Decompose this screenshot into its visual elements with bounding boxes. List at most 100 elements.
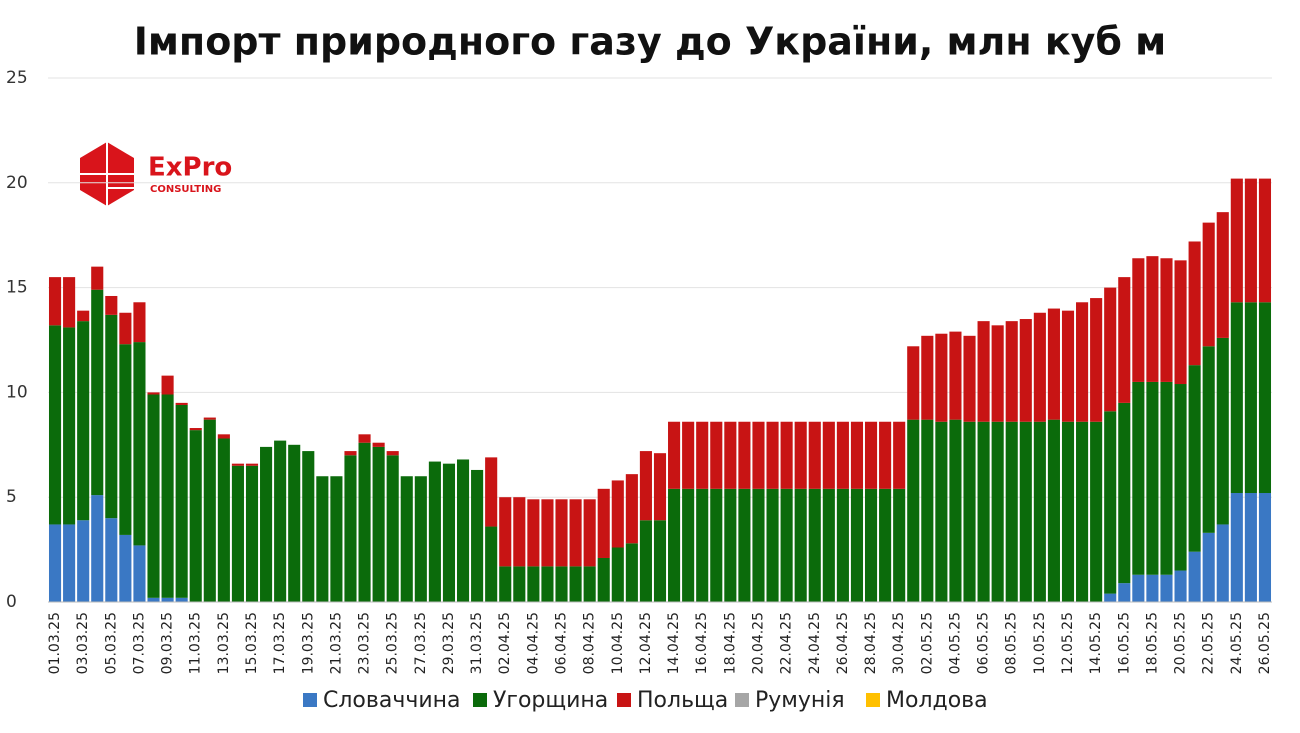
bar-segment: [1230, 493, 1243, 602]
x-tick-label: 16.05.25: [1116, 612, 1132, 674]
bar-segment: [653, 520, 667, 602]
bar-segment: [147, 597, 160, 602]
legend-swatch: [735, 693, 749, 707]
logo-name: ExPro: [148, 153, 232, 183]
bar-segment: [780, 488, 793, 602]
legend-swatch: [473, 693, 487, 707]
bar-segment: [1188, 365, 1201, 552]
chart-title: Імпорт природного газу до України, млн к…: [134, 20, 1167, 64]
bar-segment: [119, 312, 132, 345]
bar-segment: [555, 499, 568, 567]
bar-segment: [189, 428, 202, 431]
bar-segment: [260, 446, 273, 602]
bar-segment: [1244, 302, 1257, 494]
bar-segment: [1019, 319, 1032, 422]
bar-segment: [1146, 256, 1159, 382]
bar-segment: [555, 566, 568, 602]
bar-segment: [485, 526, 498, 602]
bar-segment: [1146, 381, 1159, 575]
bar-segment: [625, 543, 638, 602]
x-tick-label: 03.03.25: [75, 612, 91, 674]
bar-segment: [1132, 574, 1145, 602]
bar-segment: [850, 421, 864, 489]
bar-segment: [288, 444, 301, 602]
bar-segment: [949, 419, 962, 602]
bar-segment: [1033, 421, 1046, 602]
bar-segment: [386, 451, 399, 456]
x-tick-label: 14.05.25: [1088, 612, 1104, 674]
legend-label: Молдова: [886, 688, 988, 713]
bar-segment: [63, 277, 76, 328]
x-tick-label: 12.05.25: [1060, 612, 1076, 674]
bar-segment: [583, 566, 596, 602]
bar-segment: [879, 488, 892, 602]
x-tick-label: 23.03.25: [357, 612, 373, 674]
bar-segment: [1258, 493, 1272, 602]
bar-segment: [668, 488, 681, 602]
bar-segment: [597, 557, 610, 602]
bar-segment: [203, 419, 216, 602]
bar-segment: [963, 335, 976, 422]
bar-segment: [499, 566, 512, 602]
bar-segment: [653, 453, 667, 521]
bar-segment: [611, 547, 624, 602]
bar-segment: [48, 277, 62, 326]
x-tick-label: 20.04.25: [750, 612, 766, 674]
bar-segment: [386, 455, 399, 602]
bar-segment: [1258, 178, 1272, 303]
bar-segment: [696, 421, 709, 489]
legend-swatch: [303, 693, 317, 707]
bar-segment: [808, 488, 821, 602]
bar-segment: [414, 476, 427, 602]
bar-segment: [161, 375, 174, 395]
bar-segment: [949, 331, 962, 420]
x-tick-label: 10.05.25: [1032, 612, 1048, 674]
y-tick-label: 25: [6, 68, 28, 88]
bar-segment: [921, 335, 934, 420]
bar-segment: [639, 451, 652, 521]
bar-segment: [105, 314, 118, 519]
bar-segment: [724, 421, 737, 489]
bar-segment: [175, 402, 188, 405]
bar-segment: [1090, 298, 1103, 422]
bar-segment: [1244, 493, 1257, 602]
bar-segment: [1033, 312, 1046, 422]
y-tick-label: 5: [6, 487, 17, 507]
x-tick-label: 17.03.25: [272, 612, 288, 674]
x-tick-label: 18.05.25: [1144, 612, 1160, 674]
bar-segment: [1258, 302, 1272, 494]
bar-segment: [738, 421, 751, 489]
bar-segment: [91, 495, 104, 602]
x-tick-label: 14.04.25: [666, 612, 682, 674]
x-tick-label: 27.03.25: [413, 612, 429, 674]
y-tick-label: 10: [6, 382, 28, 402]
x-tick-label: 29.03.25: [441, 612, 457, 674]
bar-segment: [639, 520, 652, 602]
bar-segment: [569, 566, 582, 602]
x-tick-label: 10.04.25: [610, 612, 626, 674]
bar-segment: [1076, 302, 1089, 422]
bar-segment: [625, 474, 638, 544]
bar-segment: [105, 295, 118, 315]
x-tick-label: 28.04.25: [863, 612, 879, 674]
bar-segment: [1202, 346, 1215, 533]
bar-segment: [527, 566, 540, 602]
bar-segment: [1132, 381, 1145, 575]
x-tick-label: 02.04.25: [497, 612, 513, 674]
bar-segment: [203, 417, 216, 420]
legend-label: Словаччина: [323, 688, 461, 713]
bar-segment: [893, 421, 906, 489]
bar-segment: [1216, 524, 1229, 602]
x-tick-label: 04.05.25: [947, 612, 963, 674]
x-tick-label: 06.05.25: [976, 612, 992, 674]
bar-segment: [1216, 212, 1229, 338]
bar-segment: [302, 451, 315, 602]
bar-segment: [752, 421, 765, 489]
bar-segment: [738, 488, 751, 602]
bar-segment: [766, 488, 779, 602]
bar-segment: [724, 488, 737, 602]
bar-segment: [513, 497, 526, 567]
x-tick-label: 09.03.25: [160, 612, 176, 674]
bar-segment: [1174, 384, 1187, 571]
